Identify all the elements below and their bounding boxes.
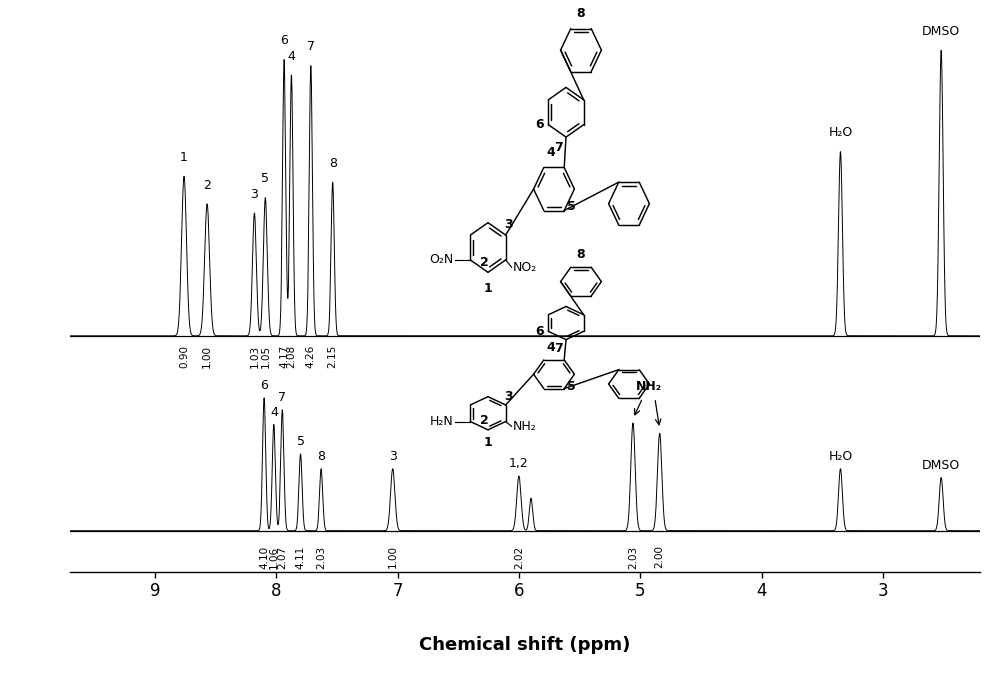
Text: 5: 5 — [261, 173, 269, 185]
Text: 1.06: 1.06 — [269, 546, 279, 569]
Text: 2.03: 2.03 — [628, 546, 638, 569]
Text: H₂O: H₂O — [828, 450, 853, 463]
Text: 5: 5 — [567, 380, 576, 393]
Text: 4.26: 4.26 — [306, 345, 316, 368]
Text: 2.08: 2.08 — [286, 345, 296, 368]
Text: 8: 8 — [317, 450, 325, 463]
Text: 1.03: 1.03 — [249, 345, 259, 368]
Text: 4: 4 — [547, 341, 555, 354]
Text: 4.10: 4.10 — [259, 546, 269, 569]
Text: 2: 2 — [480, 256, 489, 269]
Text: 1: 1 — [484, 282, 492, 294]
Text: 3: 3 — [504, 219, 513, 232]
Text: 5: 5 — [297, 435, 305, 448]
Text: O₂N: O₂N — [430, 253, 454, 267]
Text: 3: 3 — [389, 450, 397, 463]
Text: NH₂: NH₂ — [513, 420, 537, 433]
Text: 2.15: 2.15 — [328, 345, 338, 368]
Text: 2.07: 2.07 — [277, 546, 287, 569]
Text: 3: 3 — [504, 389, 513, 403]
Text: 8: 8 — [577, 248, 585, 261]
Text: 5: 5 — [567, 200, 576, 213]
Text: 6: 6 — [535, 325, 544, 338]
Text: 1.00: 1.00 — [202, 345, 212, 368]
Text: 6: 6 — [280, 35, 288, 47]
Text: 2.03: 2.03 — [316, 546, 326, 569]
Text: 1,2: 1,2 — [509, 457, 529, 471]
Text: H₂O: H₂O — [828, 127, 853, 139]
Text: 2.02: 2.02 — [514, 546, 524, 569]
Text: 7: 7 — [307, 41, 315, 53]
Text: DMSO: DMSO — [922, 25, 960, 38]
Text: 4: 4 — [287, 49, 295, 63]
Text: 4: 4 — [547, 146, 555, 158]
Text: 7: 7 — [554, 141, 563, 154]
Text: 8: 8 — [577, 7, 585, 20]
Text: 0.90: 0.90 — [179, 345, 189, 368]
Text: 1: 1 — [484, 436, 492, 449]
Text: 1: 1 — [180, 151, 188, 164]
Text: 1.00: 1.00 — [388, 546, 398, 569]
Text: 6: 6 — [260, 379, 268, 392]
Text: Chemical shift (ppm): Chemical shift (ppm) — [419, 636, 631, 653]
Text: DMSO: DMSO — [922, 459, 960, 472]
Text: H₂N: H₂N — [430, 415, 454, 428]
Text: 8: 8 — [329, 157, 337, 170]
Text: 2.00: 2.00 — [655, 546, 665, 569]
Text: 7: 7 — [554, 342, 563, 355]
Text: 2: 2 — [480, 414, 489, 427]
Text: NO₂: NO₂ — [513, 261, 537, 274]
Text: NH₂: NH₂ — [636, 380, 662, 393]
Text: 6: 6 — [535, 118, 544, 131]
Text: 4.11: 4.11 — [296, 546, 306, 569]
Text: 1.05: 1.05 — [260, 345, 270, 368]
Text: 2: 2 — [203, 179, 211, 192]
Text: 3: 3 — [250, 188, 258, 201]
Text: 4: 4 — [270, 406, 278, 418]
Text: 4.17: 4.17 — [279, 345, 289, 368]
Text: 7: 7 — [278, 391, 286, 403]
